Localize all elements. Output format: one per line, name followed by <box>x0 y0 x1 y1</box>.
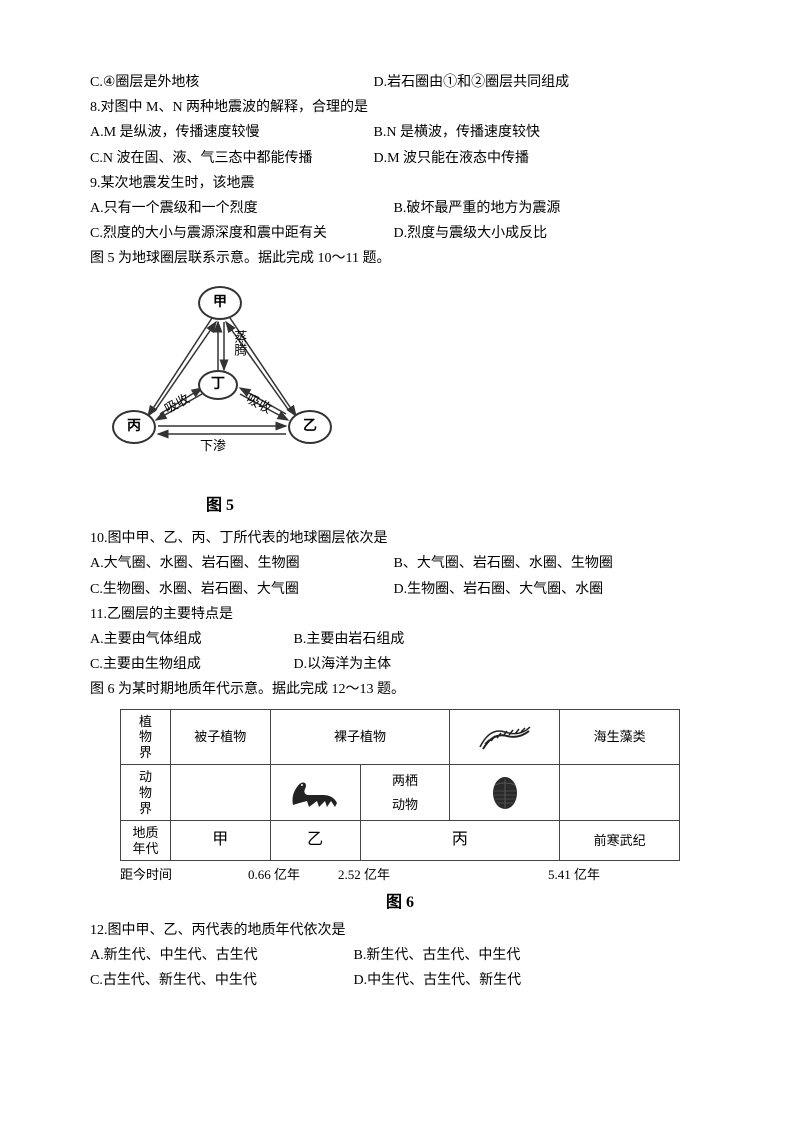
q7-option-d: D.岩石圈由①和②圈层共同组成 <box>374 70 570 95</box>
fig6-caption: 图 6 <box>120 889 680 918</box>
q8-option-d: D.M 波只能在液态中传播 <box>374 146 530 171</box>
node-yi: 乙 <box>288 410 332 444</box>
animal-cell-trilobite <box>450 765 560 821</box>
q10-option-d: D.生物圈、岩石圈、大气圈、水圈 <box>394 577 604 602</box>
plant-row-header: 植 物 界 <box>121 709 171 765</box>
era-row-header: 地质 年代 <box>121 821 171 861</box>
q12-stem: 12.图中甲、乙、丙代表的地质年代依次是 <box>90 918 704 943</box>
q9-stem: 9.某次地震发生时，该地震 <box>90 171 704 196</box>
plant-cell-1: 被子植物 <box>170 709 270 765</box>
q12-options-ab: A.新生代、中生代、古生代 B.新生代、古生代、中生代 <box>90 943 704 968</box>
q12-option-c: C.古生代、新生代、中生代 <box>90 968 350 993</box>
q11-option-c: C.主要由生物组成 <box>90 652 290 677</box>
q11-options-ab: A.主要由气体组成 B.主要由岩石组成 <box>90 627 704 652</box>
figure-5: 甲 乙 丙 丁 蒸腾 吸收 吸收 下渗 <box>90 278 350 488</box>
fern-icon <box>475 722 535 752</box>
label-zhengteng: 蒸腾 <box>228 330 251 356</box>
q11-options-cd: C.主要由生物组成 D.以海洋为主体 <box>90 652 704 677</box>
label-xiashen: 下渗 <box>200 434 226 457</box>
era-row: 地质 年代 甲 乙 丙 前寒武纪 <box>121 821 680 861</box>
q8-stem: 8.对图中 M、N 两种地震波的解释，合理的是 <box>90 95 704 120</box>
era-jia: 甲 <box>170 821 270 861</box>
q7-option-c: C.④圈层是外地核 <box>90 70 370 95</box>
q9-options-cd: C.烈度的大小与震源深度和震中距有关 D.烈度与震级大小成反比 <box>90 221 704 246</box>
q10-option-a: A.大气圈、水圈、岩石圈、生物圈 <box>90 551 390 576</box>
q11-option-b: B.主要由岩石组成 <box>294 627 405 652</box>
q7-options: C.④圈层是外地核 D.岩石圈由①和②圈层共同组成 <box>90 70 704 95</box>
q9-option-a: A.只有一个震级和一个烈度 <box>90 196 390 221</box>
era-pre: 前寒武纪 <box>560 821 680 861</box>
plant-cell-4: 海生藻类 <box>560 709 680 765</box>
plant-row: 植 物 界 被子植物 裸子植物 海生藻类 <box>121 709 680 765</box>
q10-option-b: B、大气圈、岩石圈、水圈、生物圈 <box>394 551 613 576</box>
q8-option-c: C.N 波在固、液、气三态中都能传播 <box>90 146 370 171</box>
animal-cell-amphibian: 两栖 动物 <box>360 765 450 821</box>
animal-row: 动 物 界 两栖 动物 <box>121 765 680 821</box>
dinosaur-icon <box>285 775 345 811</box>
q8-option-a: A.M 是纵波，传播速度较慢 <box>90 120 370 145</box>
time-541: 5.41 亿年 <box>390 863 600 886</box>
q8-options-cd: C.N 波在固、液、气三态中都能传播 D.M 波只能在液态中传播 <box>90 146 704 171</box>
era-bing: 丙 <box>360 821 560 861</box>
q11-stem: 11.乙圈层的主要特点是 <box>90 602 704 627</box>
q8-option-b: B.N 是横波，传播速度较快 <box>374 120 540 145</box>
animal-cell-dino <box>270 765 360 821</box>
q12-option-b: B.新生代、古生代、中生代 <box>354 943 521 968</box>
q9-option-d: D.烈度与震级大小成反比 <box>394 221 548 246</box>
q11-option-a: A.主要由气体组成 <box>90 627 290 652</box>
animal-cell-1 <box>170 765 270 821</box>
node-ding: 丁 <box>198 370 238 400</box>
q10-options-cd: C.生物圈、水圈、岩石圈、大气圈 D.生物圈、岩石圈、大气圈、水圈 <box>90 577 704 602</box>
animal-row-header: 动 物 界 <box>121 765 171 821</box>
q9-options-ab: A.只有一个震级和一个烈度 B.破坏最严重的地方为震源 <box>90 196 704 221</box>
q12-option-d: D.中生代、古生代、新生代 <box>354 968 522 993</box>
q11-option-d: D.以海洋为主体 <box>294 652 392 677</box>
time-252: 2.52 亿年 <box>300 863 390 886</box>
figure-6-table: 植 物 界 被子植物 裸子植物 海生藻类 动 物 界 两栖 动物 <box>120 709 680 862</box>
q8-options-ab: A.M 是纵波，传播速度较慢 B.N 是横波，传播速度较快 <box>90 120 704 145</box>
q10-options-ab: A.大气圈、水圈、岩石圈、生物圈 B、大气圈、岩石圈、水圈、生物圈 <box>90 551 704 576</box>
time-axis: 距今时间 0.66 亿年 2.52 亿年 5.41 亿年 <box>120 863 680 886</box>
q9-option-b: B.破坏最严重的地方为震源 <box>394 196 561 221</box>
fig5-intro: 图 5 为地球圈层联系示意。据此完成 10～11 题。 <box>90 246 704 271</box>
trilobite-icon <box>485 773 525 813</box>
q12-options-cd: C.古生代、新生代、中生代 D.中生代、古生代、新生代 <box>90 968 704 993</box>
fig6-intro: 图 6 为某时期地质年代示意。据此完成 12～13 题。 <box>90 677 704 702</box>
q10-option-c: C.生物圈、水圈、岩石圈、大气圈 <box>90 577 390 602</box>
fig5-caption: 图 5 <box>90 492 350 521</box>
plant-cell-2: 裸子植物 <box>270 709 450 765</box>
q12-option-a: A.新生代、中生代、古生代 <box>90 943 350 968</box>
time-label: 距今时间 <box>120 863 190 886</box>
time-066: 0.66 亿年 <box>190 863 300 886</box>
animal-cell-5 <box>560 765 680 821</box>
q9-option-c: C.烈度的大小与震源深度和震中距有关 <box>90 221 390 246</box>
plant-cell-3 <box>450 709 560 765</box>
q10-stem: 10.图中甲、乙、丙、丁所代表的地球圈层依次是 <box>90 526 704 551</box>
node-bing: 丙 <box>112 410 156 444</box>
era-yi: 乙 <box>270 821 360 861</box>
node-jia: 甲 <box>198 286 242 320</box>
